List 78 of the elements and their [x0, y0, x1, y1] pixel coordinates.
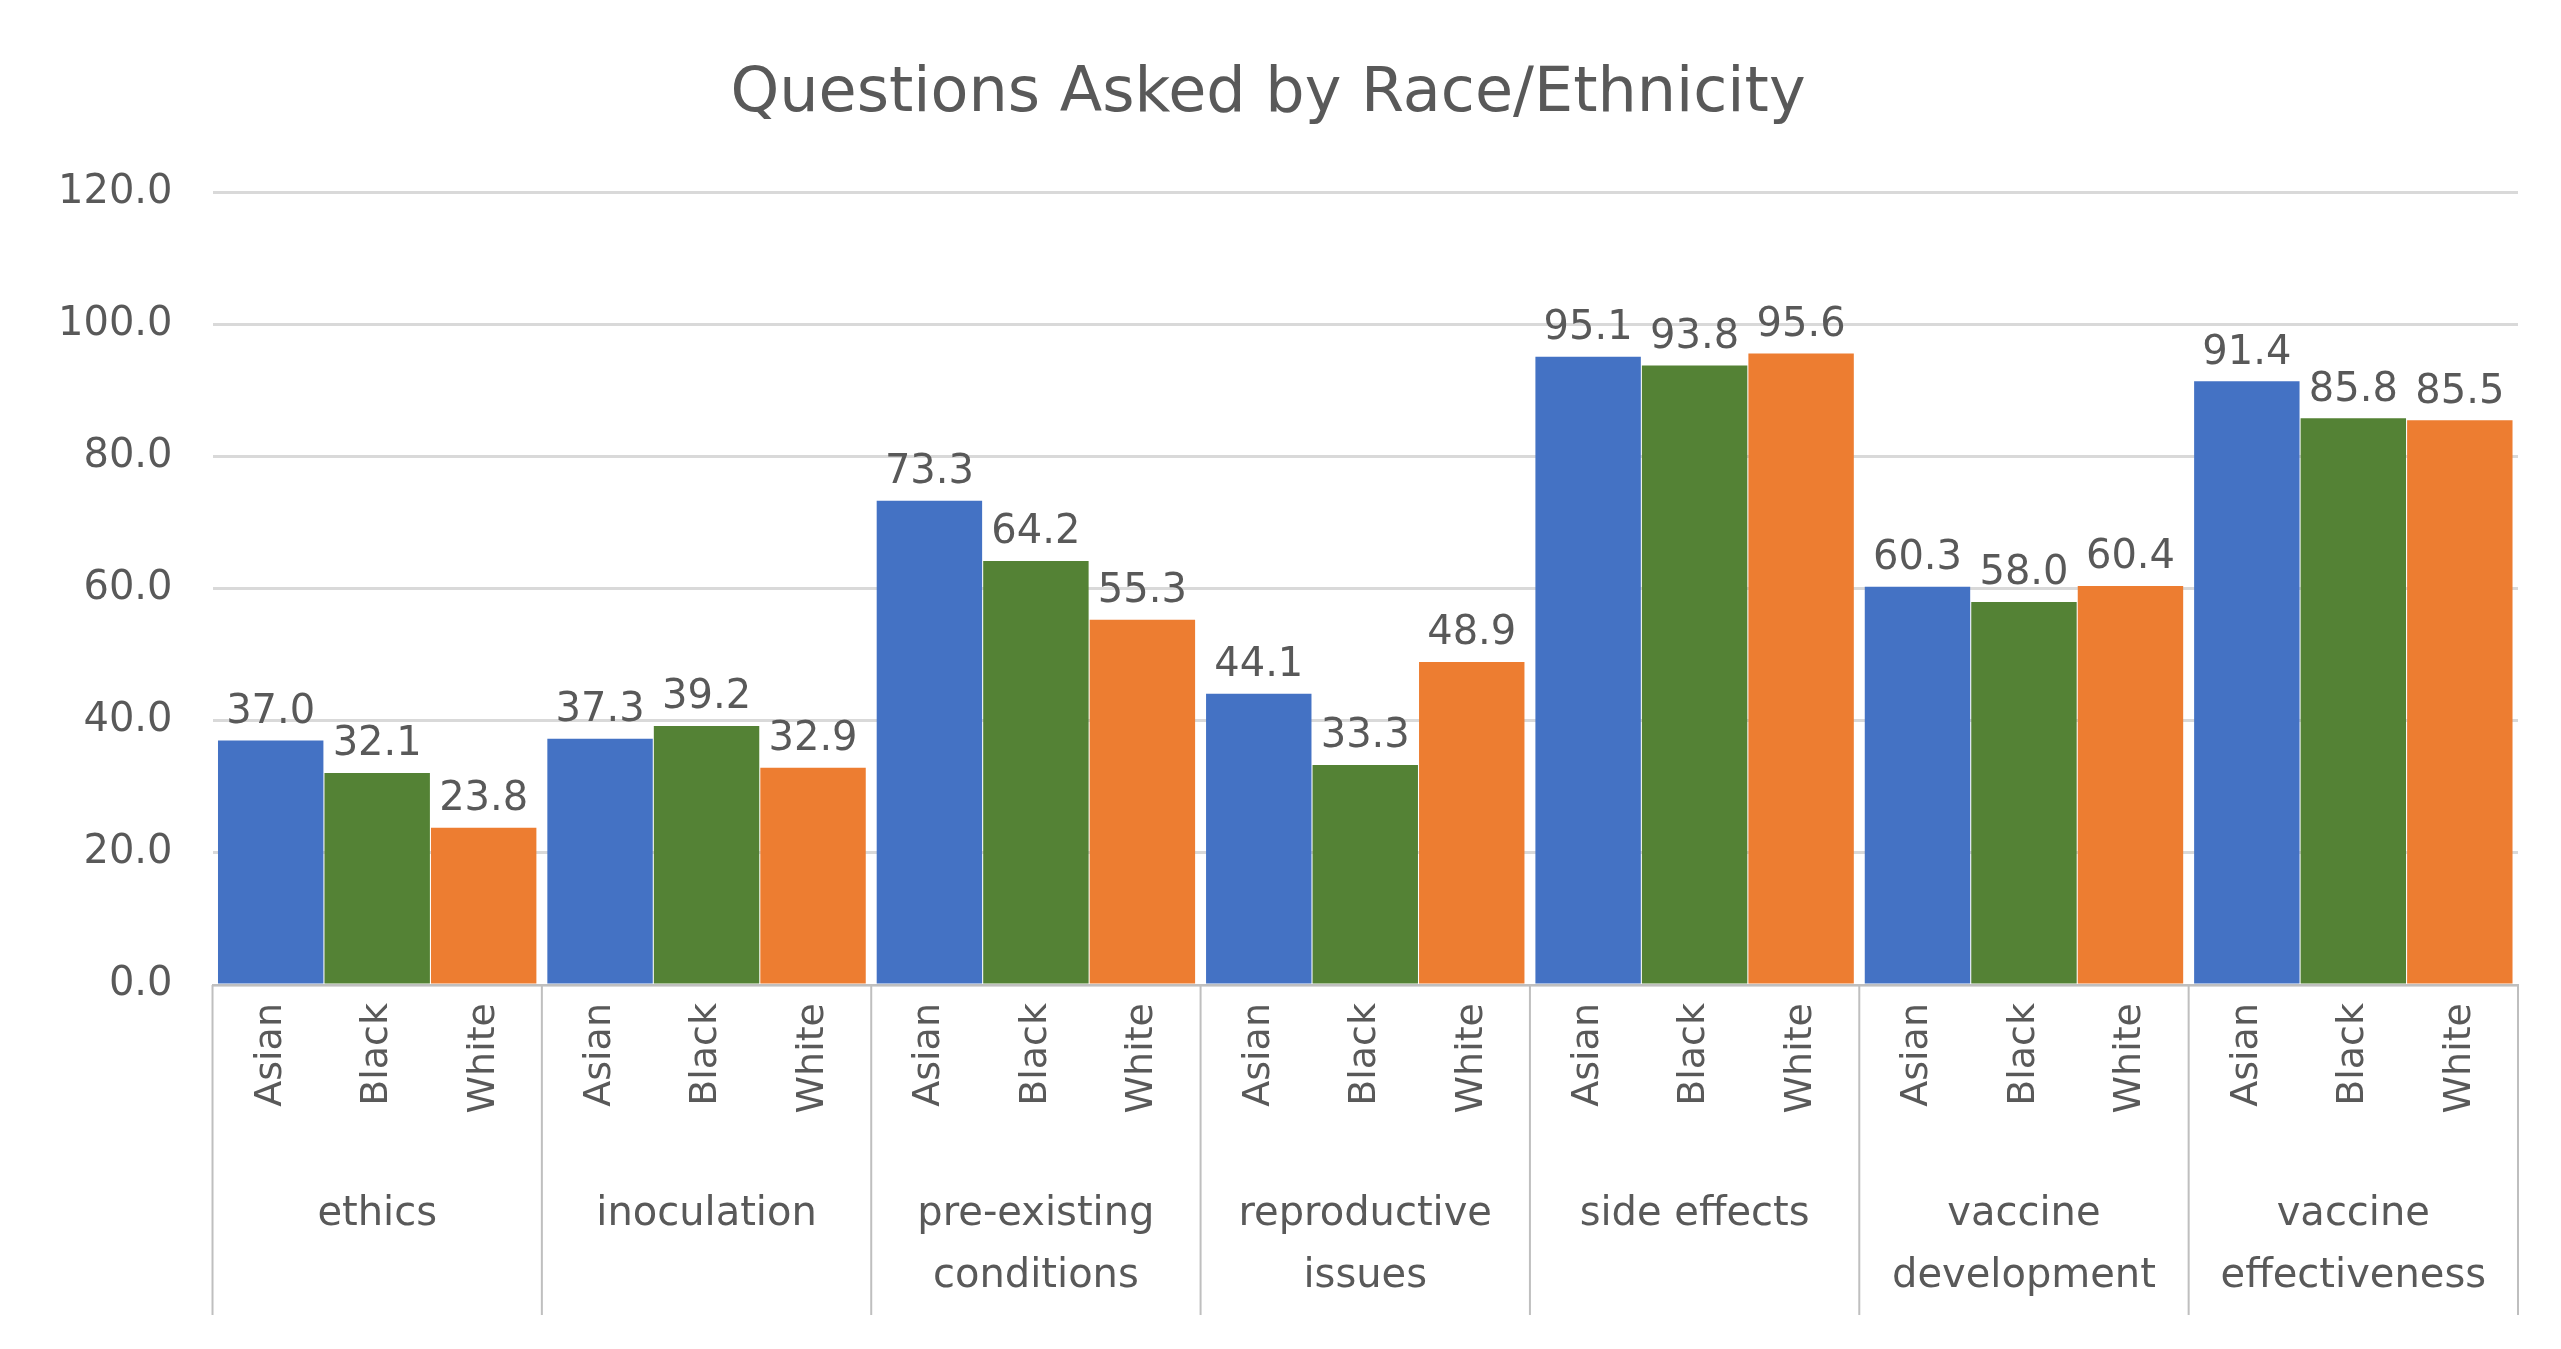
- text: White: [787, 1003, 832, 1114]
- x-tick-label: side effects: [1579, 1188, 1810, 1235]
- data-label: 33.3: [1320, 710, 1410, 757]
- data-label: 60.3: [1872, 532, 1963, 579]
- bar: [2077, 586, 2184, 984]
- y-tick-label: 40.0: [83, 694, 173, 741]
- bar: [1864, 586, 1971, 984]
- bar: [1535, 356, 1641, 984]
- text: Asian: [1892, 1003, 1937, 1107]
- bar: [217, 740, 324, 984]
- data-label: 64.2: [991, 506, 1081, 553]
- text: White: [1775, 1003, 1820, 1114]
- x-tick-label: inoculation: [596, 1188, 817, 1235]
- bar: [1312, 765, 1418, 984]
- bar: [983, 560, 1089, 984]
- data-label: 23.8: [439, 773, 529, 820]
- text: Asian: [574, 1003, 619, 1107]
- x-tick-label: reproductive issues: [1238, 1188, 1492, 1297]
- data-label: 39.2: [662, 671, 752, 718]
- y-tick-label: 80.0: [83, 429, 173, 476]
- bar: [876, 500, 983, 984]
- x-tick-label: pre-existing conditions: [917, 1188, 1155, 1297]
- text: Asian: [245, 1003, 290, 1107]
- bar: [1089, 619, 1196, 984]
- data-label: 73.3: [884, 446, 974, 493]
- text: Black: [681, 1003, 726, 1106]
- data-label: 32.9: [768, 713, 858, 760]
- y-tick-label: 100.0: [58, 297, 173, 344]
- text: Black: [2328, 1003, 2373, 1106]
- x-tick-label: vaccine effectiveness: [2220, 1188, 2487, 1297]
- bar: [1748, 353, 1854, 984]
- text: Asian: [1562, 1003, 1607, 1107]
- text: White: [1446, 1003, 1491, 1114]
- text: Black: [1669, 1003, 1714, 1106]
- bar: [324, 772, 430, 984]
- bar: [547, 738, 653, 984]
- y-tick-label: 120.0: [58, 165, 173, 212]
- data-label: 85.8: [2308, 363, 2398, 410]
- y-tick-label: 0.0: [108, 958, 173, 1005]
- y-tick-label: 20.0: [83, 826, 173, 873]
- text: Asian: [1233, 1003, 1278, 1107]
- data-label: 37.3: [555, 684, 645, 731]
- data-label: 60.4: [2085, 531, 2175, 578]
- bar: [1419, 662, 1525, 984]
- text: Black: [1340, 1003, 1385, 1106]
- text: Black: [352, 1003, 397, 1106]
- data-label: 37.0: [226, 686, 316, 733]
- bar: [2300, 418, 2407, 984]
- bar: [430, 827, 537, 984]
- data-label: 48.9: [1427, 607, 1517, 654]
- x-tick-label: ethics: [317, 1188, 437, 1235]
- text: Black: [1998, 1003, 2043, 1106]
- data-label: 91.4: [2202, 326, 2292, 373]
- data-label: 95.6: [1756, 298, 1846, 345]
- text: Black: [1010, 1003, 1055, 1106]
- bar: [653, 726, 760, 984]
- text: White: [458, 1003, 503, 1114]
- data-label: 85.5: [2415, 365, 2505, 412]
- data-label: 58.0: [1979, 547, 2069, 594]
- text: White: [2434, 1003, 2479, 1114]
- bar: [2194, 381, 2300, 984]
- data-label: 32.1: [332, 718, 422, 765]
- data-label: 95.1: [1543, 302, 1633, 349]
- data-label: 55.3: [1097, 565, 1187, 612]
- text: White: [1117, 1003, 1162, 1114]
- bar: [1641, 365, 1748, 984]
- bar: [760, 767, 866, 984]
- text: White: [2105, 1003, 2150, 1114]
- bar: [1971, 601, 2077, 984]
- data-label: 93.8: [1650, 310, 1740, 357]
- chart-title: Questions Asked by Race/Ethnicity: [730, 53, 1806, 127]
- bar: [2407, 420, 2513, 984]
- bar: [1206, 693, 1312, 984]
- x-tick-label: vaccine development: [1892, 1188, 2156, 1297]
- text: Asian: [2221, 1003, 2266, 1107]
- y-tick-label: 60.0: [83, 562, 173, 609]
- text: Asian: [904, 1003, 949, 1107]
- data-label: 44.1: [1214, 639, 1304, 686]
